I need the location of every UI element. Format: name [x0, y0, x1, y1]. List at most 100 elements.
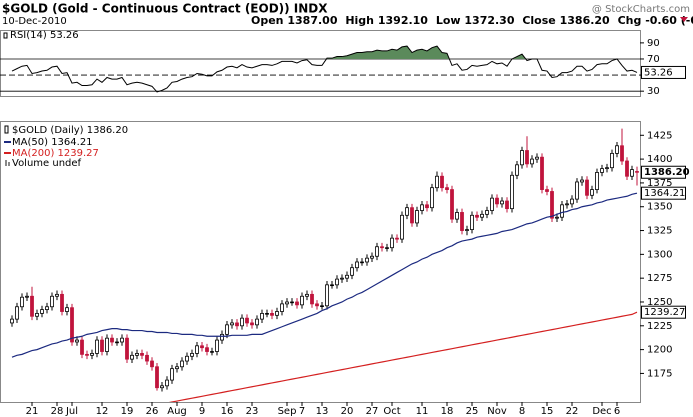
quote-label: Low: [436, 14, 461, 27]
quote-label: Close: [522, 14, 555, 27]
y-tick-label: 1225: [647, 321, 672, 332]
candle-body: [160, 385, 164, 389]
x-tick-label: 16: [221, 406, 234, 417]
quote-value: 1386.20: [560, 14, 610, 27]
candle-body: [75, 339, 79, 343]
candle-body: [20, 296, 24, 308]
legend-icon: [8, 162, 10, 166]
candle-body: [325, 284, 329, 307]
quote-label: High: [345, 14, 374, 27]
candle-body: [200, 345, 204, 349]
legend-icon: [3, 32, 8, 39]
candle-body: [470, 214, 474, 230]
x-tick-label: Jul: [65, 406, 78, 417]
x-tick-label: 25: [466, 406, 479, 417]
legend-value: 1364.21: [51, 137, 92, 148]
candle-body: [435, 175, 439, 189]
legend-name: RSI(14): [10, 30, 47, 41]
candle-body: [600, 168, 604, 173]
candle-body: [135, 353, 139, 356]
candle-body: [425, 204, 429, 209]
candle-body: [315, 303, 319, 307]
legend-name: MA(200): [12, 148, 54, 159]
candle-body: [360, 261, 364, 264]
candle-body: [555, 216, 559, 219]
candle-body: [445, 187, 449, 190]
x-tick-label: 18: [441, 406, 454, 417]
y-tick-label: 1425: [647, 130, 672, 141]
candle-body: [465, 229, 469, 231]
candle-body: [155, 366, 159, 389]
quote-label: Open: [251, 14, 284, 27]
rsi-legend: RSI(14) 53.26: [10, 30, 79, 41]
y-tick-label: 1325: [647, 226, 672, 237]
candle-body: [330, 284, 334, 287]
source: @ StockCharts.com: [592, 4, 690, 15]
candle-body: [520, 150, 524, 166]
x-tick-label: 15: [541, 406, 554, 417]
candle-body: [275, 311, 279, 316]
legend-icon: [4, 125, 9, 134]
y-tick-label: 1375: [647, 178, 672, 189]
candle-body: [385, 247, 389, 249]
candle-body: [450, 189, 454, 220]
candle-body: [115, 341, 119, 344]
legend-name: $GOLD (Daily): [12, 125, 84, 136]
y-tick-label: 1400: [647, 154, 672, 165]
candle-body: [285, 301, 289, 305]
candle-body: [540, 156, 544, 190]
candle-body: [415, 210, 419, 224]
candle-body: [40, 309, 44, 314]
candle-body: [30, 295, 34, 317]
candle-body: [235, 322, 239, 327]
candle-body: [365, 257, 369, 263]
quote-value: 1387.00: [287, 14, 337, 27]
candle-body: [210, 351, 214, 353]
x-tick-label: 7: [299, 406, 305, 417]
candle-body: [250, 322, 254, 326]
candle-body: [380, 246, 384, 249]
quote-row: Open 1387.00 High 1392.10 Low 1372.30 Cl…: [251, 14, 693, 27]
x-tick-label: 11: [416, 406, 429, 417]
y-tick-label: 1275: [647, 273, 672, 284]
candle-body: [270, 313, 274, 316]
ma200-legend: MA(200) 1239.27: [12, 148, 99, 159]
legend-icon: [5, 160, 7, 166]
y-tick-label: 1250: [647, 297, 672, 308]
x-tick-label: Nov: [487, 406, 507, 417]
candle-body: [195, 345, 199, 354]
price-tag: [641, 305, 686, 319]
x-tick-label: 27: [366, 406, 379, 417]
change-arrow: [680, 17, 688, 22]
candle-body: [320, 305, 324, 307]
candle-body: [620, 145, 624, 162]
candle-body: [420, 204, 424, 211]
candle-body: [140, 353, 144, 356]
candle-body: [630, 169, 634, 177]
candle-body: [10, 318, 14, 324]
value-tag-label: 53.26: [644, 67, 673, 78]
price-tag: [641, 165, 686, 179]
candle-body: [185, 355, 189, 362]
candle-body: [410, 207, 414, 224]
candle-body: [220, 333, 224, 341]
candle-body: [375, 246, 379, 257]
candle-body: [280, 303, 284, 312]
candle-body: [395, 237, 399, 240]
candle-body: [295, 301, 299, 306]
price-tag-label: 1239.27: [644, 307, 685, 318]
x-tick-label: Aug: [167, 406, 187, 417]
x-tick-label: 9: [199, 406, 205, 417]
price-tag: [641, 186, 686, 200]
candle-body: [175, 366, 179, 370]
quote-value: 1392.10: [378, 14, 428, 27]
y-tick-label: 1200: [647, 345, 672, 356]
candle-body: [505, 200, 509, 210]
candle-body: [515, 164, 519, 176]
candle-body: [490, 197, 494, 211]
ma50-legend: MA(50) 1364.21: [12, 137, 93, 148]
candle-body: [55, 293, 59, 297]
candle-body: [205, 347, 209, 352]
candle-body: [80, 339, 84, 355]
